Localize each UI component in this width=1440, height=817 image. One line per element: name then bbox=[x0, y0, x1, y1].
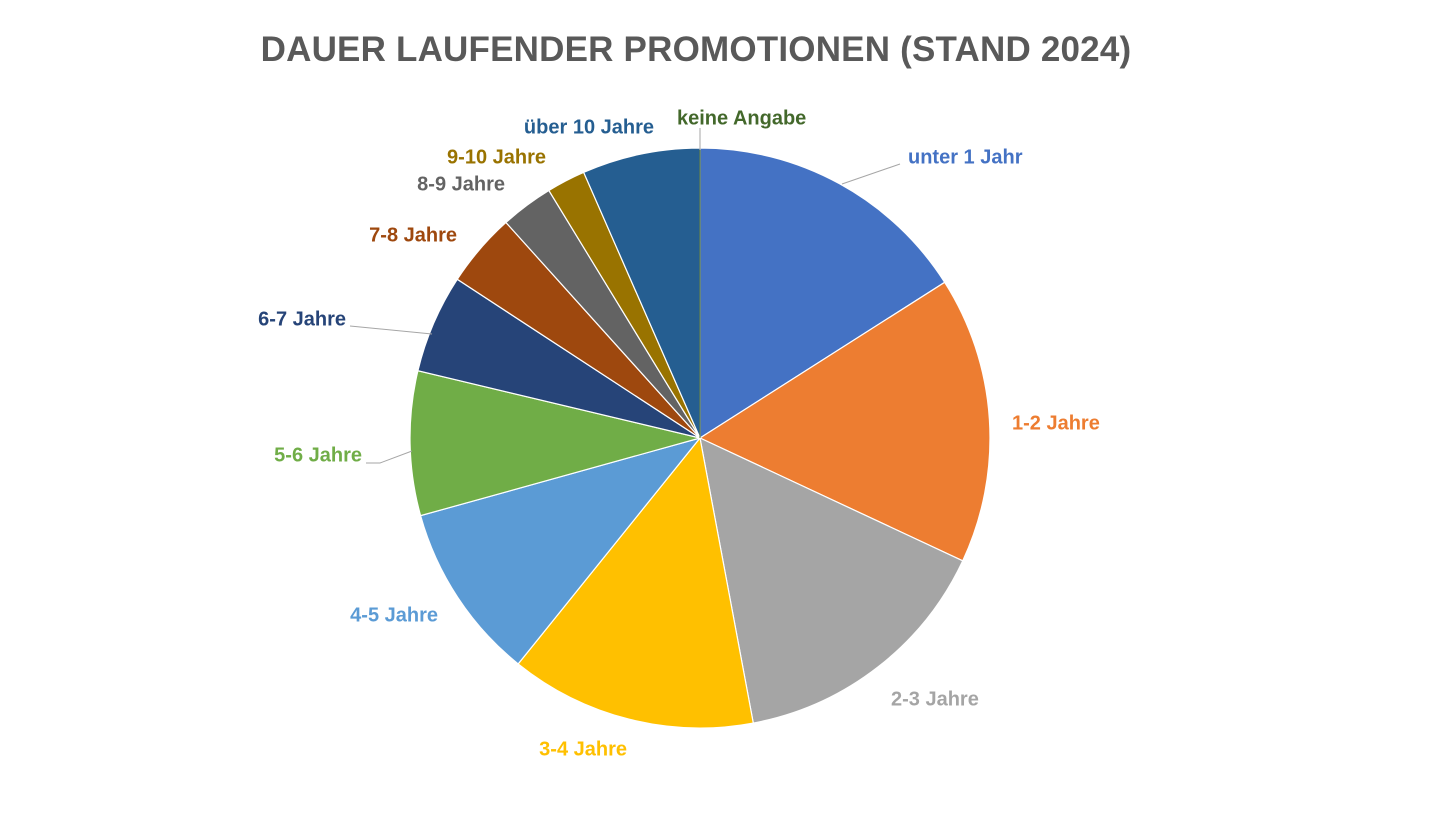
leader-lines bbox=[349, 128, 901, 464]
slice-3-4-jahre bbox=[517, 436, 754, 729]
pie-slices bbox=[409, 147, 991, 729]
slice-5-6-jahre bbox=[409, 370, 701, 517]
slice-1-2-jahre bbox=[698, 281, 991, 562]
label-9-10-jahre: 9-10 Jahre bbox=[447, 146, 546, 168]
label-5-6-jahre: 5-6 Jahre bbox=[274, 444, 362, 466]
label-1-2-jahre: 1-2 Jahre bbox=[1012, 412, 1100, 434]
leader-line-6-7-jahre bbox=[349, 325, 433, 335]
leader-line-5-6-jahre bbox=[366, 450, 413, 464]
label-3-4-jahre: 3-4 Jahre bbox=[539, 738, 627, 760]
label-ber-10-jahre: über 10 Jahre bbox=[524, 116, 654, 138]
label-8-9-jahre: 8-9 Jahre bbox=[417, 173, 505, 195]
slice-labels: unter 1 Jahr 1-2 Jahre 2-3 Jahre 3-4 Jahre 4… bbox=[258, 107, 1100, 760]
label-6-7-jahre: 6-7 Jahre bbox=[258, 308, 346, 330]
label-2-3-jahre: 2-3 Jahre bbox=[891, 688, 979, 710]
leader-line-unter-1-jahr bbox=[841, 163, 901, 185]
slice-2-3-jahre bbox=[699, 436, 964, 724]
slice-4-5-jahre bbox=[419, 436, 702, 665]
label-4-5-jahre: 4-5 Jahre bbox=[350, 604, 438, 626]
slice-ber-10-jahre bbox=[582, 147, 701, 439]
slice-unter-1-jahr bbox=[699, 147, 946, 440]
chart-title: DAUER LAUFENDER PROMOTIONEN (STAND 2024) bbox=[260, 30, 1132, 69]
label-7-8-jahre: 7-8 Jahre bbox=[369, 224, 457, 246]
label-keine-angabe: keine Angabe bbox=[677, 107, 806, 129]
label-unter-1-jahr: unter 1 Jahr bbox=[908, 146, 1023, 168]
